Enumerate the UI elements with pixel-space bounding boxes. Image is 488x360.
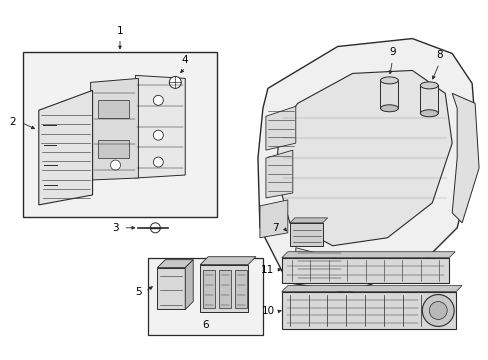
Bar [98, 100, 129, 118]
Polygon shape [289, 223, 322, 246]
Polygon shape [90, 78, 138, 180]
Text: 8: 8 [435, 50, 442, 60]
Circle shape [153, 95, 163, 105]
Circle shape [110, 160, 120, 170]
Bar [281, 292, 455, 329]
Polygon shape [260, 200, 287, 238]
Circle shape [153, 157, 163, 167]
Polygon shape [295, 248, 342, 283]
Circle shape [153, 130, 163, 140]
Polygon shape [265, 106, 295, 150]
Polygon shape [258, 39, 476, 293]
Polygon shape [200, 257, 255, 265]
Polygon shape [39, 90, 92, 205]
Ellipse shape [380, 105, 398, 112]
Polygon shape [451, 93, 478, 223]
Bar [200, 265, 247, 312]
Text: 3: 3 [112, 223, 119, 233]
Bar [235, 270, 246, 307]
Bar [281, 258, 448, 283]
Ellipse shape [380, 77, 398, 84]
Text: 7: 7 [272, 223, 279, 233]
Polygon shape [265, 150, 292, 198]
Text: 5: 5 [135, 287, 142, 297]
Text: 1: 1 [117, 26, 123, 36]
Polygon shape [157, 260, 193, 268]
Circle shape [150, 223, 160, 233]
Text: 2: 2 [10, 117, 16, 127]
Text: 10: 10 [261, 306, 274, 316]
Polygon shape [281, 252, 454, 258]
Bar [148, 258, 263, 336]
Bar [380, 80, 398, 108]
Polygon shape [289, 218, 327, 223]
Polygon shape [275, 71, 451, 246]
Text: 11: 11 [261, 265, 274, 275]
Text: 4: 4 [182, 55, 188, 66]
Text: 6: 6 [202, 320, 208, 330]
Circle shape [422, 294, 453, 327]
Bar [203, 270, 215, 307]
Circle shape [428, 302, 447, 319]
Circle shape [169, 76, 181, 88]
Polygon shape [135, 75, 185, 178]
Polygon shape [185, 260, 193, 310]
Bar [157, 268, 185, 310]
Bar [23, 53, 217, 217]
Ellipse shape [420, 82, 437, 89]
Bar [98, 140, 129, 158]
Bar [420, 85, 437, 113]
Text: 9: 9 [388, 48, 395, 58]
Bar [219, 270, 230, 307]
Ellipse shape [420, 110, 437, 117]
Polygon shape [281, 285, 461, 292]
